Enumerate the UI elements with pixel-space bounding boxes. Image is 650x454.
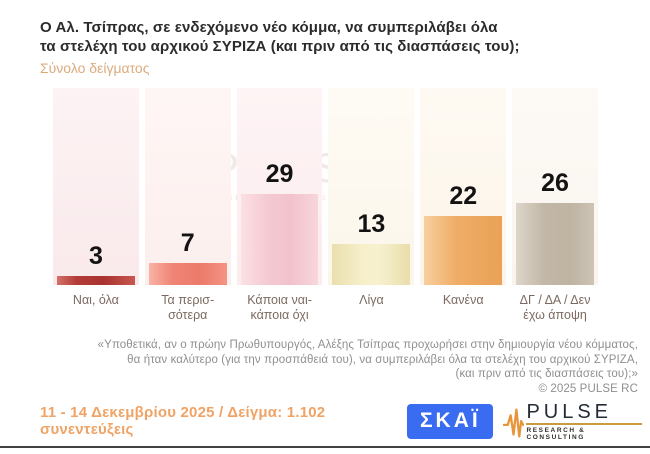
pulse-logo: PULSE RESEARCH & CONSULTING [503,402,642,441]
pulse-logo-tagline: RESEARCH & CONSULTING [526,426,586,441]
category-labels: Ναι, όλα Τα περισ-σότερα Κάποια ναι-κάποια… [53,293,598,323]
bar [516,203,594,285]
value-label: 7 [180,229,195,257]
bar-column-2: 7 [144,88,231,285]
bottom-divider [0,446,650,448]
category-label: ΔΓ / ΔΑ / Δεν έχω άποψη [519,293,591,322]
footer-bar: 11 - 14 Δεκεμβρίου 2025 / Δείγμα: 1.102 … [40,400,642,442]
logos: ΣΚΑΪ PULSE RESEARCH & CONSULTING [407,402,642,441]
bar [240,194,319,285]
bar [424,216,503,285]
value-label: 13 [357,210,386,238]
column-background [144,88,231,285]
bar-column-4: 13 [328,88,415,285]
page-title: Ο Αλ. Τσίπρας, σε ενδεχόμενο νέο κόμμα, … [40,18,520,56]
skai-logo-text: ΣΚΑΪ [419,409,481,432]
bar-column-5: 22 [420,88,507,285]
skai-logo: ΣΚΑΪ [407,403,494,439]
category-label: Λίγα [359,293,384,307]
footnote-line-2: θα ήταν καλύτερο (για την προσπάθειά του… [127,353,638,366]
value-label: 26 [541,169,569,197]
sample-subtitle: Σύνολο δείγματος [40,60,150,76]
footnote: «Υποθετικά, αν ο πρώην Πρωθυπουργός, Αλέ… [98,338,638,396]
header: Ο Αλ. Τσίπρας, σε ενδεχόμενο νέο κόμμα, … [40,18,520,76]
value-label: 29 [265,160,294,188]
bar-column-1: 3 [53,88,139,285]
category-label: Τα περισ-σότερα [161,293,215,322]
category-label: Ναι, όλα [72,293,119,307]
value-label: 22 [449,182,478,210]
pulse-waveform-icon [503,407,525,438]
column-background [53,88,139,285]
bar [148,263,227,285]
bar-column-3: 29 [236,88,323,285]
bar [57,276,135,285]
bar [332,244,411,285]
pulse-logo-text: PULSE [526,402,642,425]
title-line-1: Ο Αλ. Τσίπρας, σε ενδεχόμενο νέο κόμμα, … [40,19,498,36]
copyright: © 2025 PULSE RC [538,382,638,395]
bar-columns: 3 7 29 13 22 26 [53,88,598,285]
category-label: Κανένα [442,293,484,307]
footnote-line-3: (και πριν από τις διασπάσεις του);» [455,368,638,380]
bar-column-6: 26 [512,88,598,285]
category-label: Κάποια ναι-κάποια όχι [247,293,312,322]
title-line-2: τα στελέχη του αρχικού ΣΥΡΙΖΑ (και πριν … [40,38,520,55]
value-label: 3 [88,242,103,270]
survey-info: 11 - 14 Δεκεμβρίου 2025 / Δείγμα: 1.102 … [40,404,326,438]
footnote-line-1: «Υποθετικά, αν ο πρώην Πρωθυπουργός, Αλέ… [97,339,638,351]
